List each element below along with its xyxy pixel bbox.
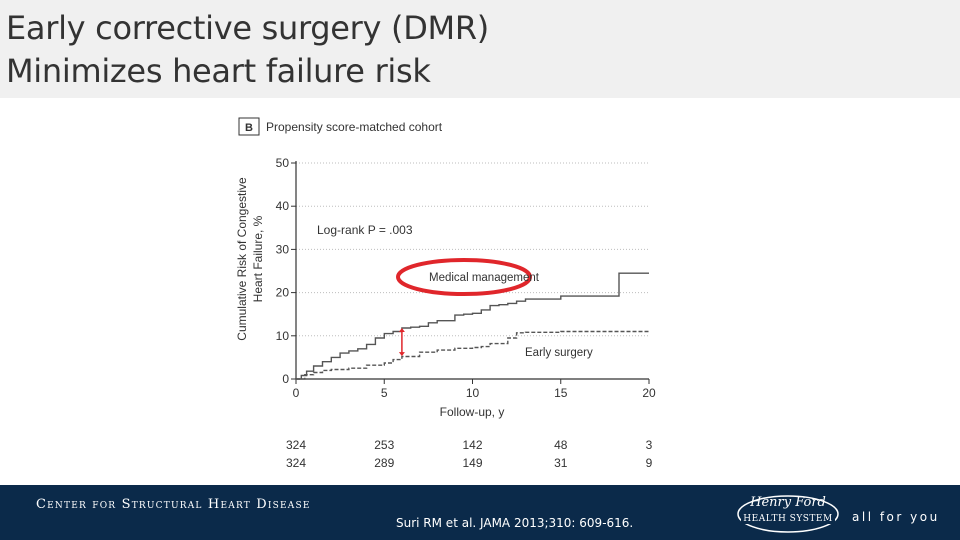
risk-table-cell: 289 [374,456,394,470]
y-tick-label: 40 [276,199,290,213]
kaplan-meier-chart: B Propensity score-matched cohort 0 10 20 3… [235,117,656,470]
logo-text-line-1: Henry Ford [749,495,826,510]
log-rank-annotation: Log-rank P = .003 [317,223,413,237]
title-band [0,0,960,98]
risk-table-cell: 253 [374,438,394,452]
risk-table-cell: 142 [462,438,482,452]
series-line-early-surgery [296,330,649,380]
y-tick-label: 20 [276,286,290,300]
risk-table-cell: 3 [646,438,653,452]
risk-table-cell: 149 [462,456,482,470]
gap-arrow-head-up [398,328,405,333]
panel-header: B Propensity score-matched cohort [238,117,443,136]
chart-title: Propensity score-matched cohort [266,120,443,134]
series-label-medical-management: Medical management [429,272,540,284]
slide-title-line-1: Early corrective surgery (DMR) [6,9,489,47]
logo-text-line-2: HEALTH SYSTEM [743,514,832,524]
risk-table-cell: 9 [646,456,653,470]
series-line-medical-management [296,272,649,380]
y-tick-label: 0 [282,372,289,386]
series-label-early-surgery: Early surgery [525,347,593,359]
henry-ford-logo: Henry Ford HEALTH SYSTEM [737,495,839,533]
x-tick-label: 20 [642,386,656,400]
y-axis-label-line-1: Cumulative Risk of Congestive [235,177,249,341]
x-axis-label: Follow-up, y [440,405,505,419]
risk-table-cell: 31 [554,456,568,470]
panel-label: B [245,122,253,134]
x-tick-label: 5 [381,386,388,400]
tagline: all for you [852,510,940,524]
slide-title-line-2: Minimizes heart failure risk [6,52,431,90]
x-tick-label: 15 [554,386,568,400]
x-tick-label: 10 [466,386,480,400]
y-tick-label: 10 [276,329,290,343]
risk-table-cell: 48 [554,438,568,452]
y-tick-label: 50 [276,156,290,170]
x-tick-label: 0 [293,386,300,400]
risk-table-cell: 324 [286,456,306,470]
risk-table: 324 253 142 48 3 324 289 149 31 9 [286,438,653,470]
panel-label-box [238,117,260,136]
center-name: Center for Structural Heart Disease [36,497,311,512]
y-axis-label-line-2: Heart Failure, % [251,215,265,302]
plot-area: 0 10 20 30 40 50 0 5 10 15 20 [276,156,656,400]
highlight-ellipse [396,258,532,296]
gap-arrow-head-down [398,352,405,357]
risk-table-cell: 324 [286,438,306,452]
citation: Suri RM et al. JAMA 2013;310: 609-616. [396,516,634,530]
y-tick-label: 30 [276,242,290,256]
